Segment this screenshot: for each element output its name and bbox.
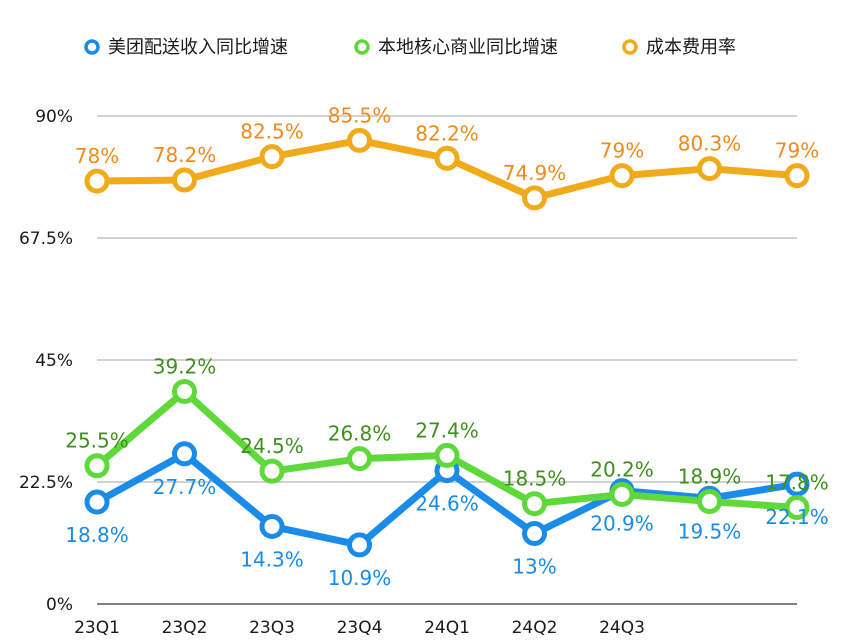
point-1-6 [609, 481, 635, 507]
point-1-8 [784, 494, 810, 520]
point-0-3 [347, 532, 372, 558]
data-label-0-2: 14.3% [240, 547, 304, 571]
data-label-1-8: 17.8% [765, 470, 829, 494]
y-tick-label-1: 22.5% [19, 473, 73, 493]
x-tick-label-1: 23Q2 [162, 618, 208, 638]
point-2-5 [522, 185, 547, 211]
data-label-2-1: 78.2% [153, 143, 217, 167]
data-label-1-4: 27.4% [415, 418, 479, 442]
point-0-0 [84, 489, 110, 515]
data-label-1-6: 20.2% [590, 457, 654, 481]
data-label-1-0: 25.5% [65, 429, 129, 453]
data-label-1-3: 26.8% [328, 422, 392, 446]
data-label-2-3: 85.5% [328, 103, 392, 127]
legend-marker-2 [622, 39, 638, 55]
legend: 美团配送收入同比增速 本地核心商业同比增速 成本费用率 [84, 37, 736, 58]
point-1-5 [522, 491, 547, 517]
legend-label-2: 成本费用率 [646, 37, 736, 58]
data-label-1-5: 18.5% [503, 467, 567, 491]
point-2-1 [172, 167, 197, 193]
data-label-0-7: 19.5% [678, 519, 742, 543]
data-label-0-6: 20.9% [590, 512, 654, 536]
point-1-1 [172, 378, 197, 404]
legend-label-0: 美团配送收入同比增速 [108, 37, 288, 58]
x-tick-label-3: 23Q4 [337, 618, 383, 638]
point-2-2 [259, 144, 285, 170]
legend-label-1: 本地核心商业同比增速 [378, 37, 558, 58]
legend-marker-0 [84, 39, 100, 55]
data-label-1-2: 24.5% [240, 434, 304, 458]
point-0-8 [784, 471, 810, 497]
point-2-7 [697, 156, 722, 182]
point-1-7 [697, 489, 722, 515]
data-label-2-7: 80.3% [678, 132, 742, 156]
data-label-1-7: 18.9% [678, 465, 742, 489]
x-axis: 23Q1 23Q2 23Q3 23Q4 24Q1 24Q2 24Q3 [74, 618, 645, 638]
data-label-2-0: 78% [75, 144, 119, 168]
data-label-0-1: 27.7% [153, 475, 217, 499]
y-axis: 0% 22.5% 45% 67.5% 90% [19, 107, 73, 615]
y-tick-label-4: 90% [35, 107, 73, 127]
x-tick-label-6: 24Q3 [599, 618, 645, 638]
point-2-4 [434, 145, 460, 171]
y-tick-label-3: 67.5% [19, 229, 73, 249]
data-label-0-5: 13% [512, 555, 556, 579]
point-2-3 [347, 127, 372, 153]
data-label-layer: 18.8% 27.7% 14.3% 10.9% 24.6% 13% 20.9% 19.5% 22… [65, 103, 829, 589]
series-layer [84, 127, 810, 558]
legend-marker-1 [354, 39, 370, 55]
data-label-2-4: 82.2% [415, 121, 479, 145]
data-label-0-0: 18.8% [65, 523, 129, 547]
x-tick-label-4: 24Q1 [424, 618, 470, 638]
data-label-2-2: 82.5% [240, 120, 304, 144]
data-label-0-3: 10.9% [328, 566, 392, 590]
point-0-5 [522, 521, 547, 547]
point-1-0 [84, 453, 110, 479]
point-2-6 [609, 163, 635, 189]
y-tick-label-2: 45% [35, 351, 73, 371]
x-tick-label-0: 23Q1 [74, 618, 120, 638]
data-label-1-1: 39.2% [153, 354, 217, 378]
point-1-2 [259, 458, 285, 484]
x-tick-label-2: 23Q3 [249, 618, 295, 638]
point-1-4 [434, 442, 460, 468]
data-label-2-6: 79% [600, 139, 644, 163]
data-label-0-4: 24.6% [415, 492, 479, 516]
x-tick-label-5: 24Q2 [512, 618, 558, 638]
point-2-0 [84, 168, 110, 194]
data-label-2-5: 74.9% [503, 161, 567, 185]
point-2-8 [784, 163, 810, 189]
y-tick-label-0: 0% [46, 595, 73, 615]
data-label-0-8: 22.1% [765, 505, 829, 529]
point-0-1 [172, 441, 197, 467]
point-1-3 [347, 446, 372, 472]
data-label-2-8: 79% [775, 139, 819, 163]
point-0-2 [259, 513, 285, 539]
